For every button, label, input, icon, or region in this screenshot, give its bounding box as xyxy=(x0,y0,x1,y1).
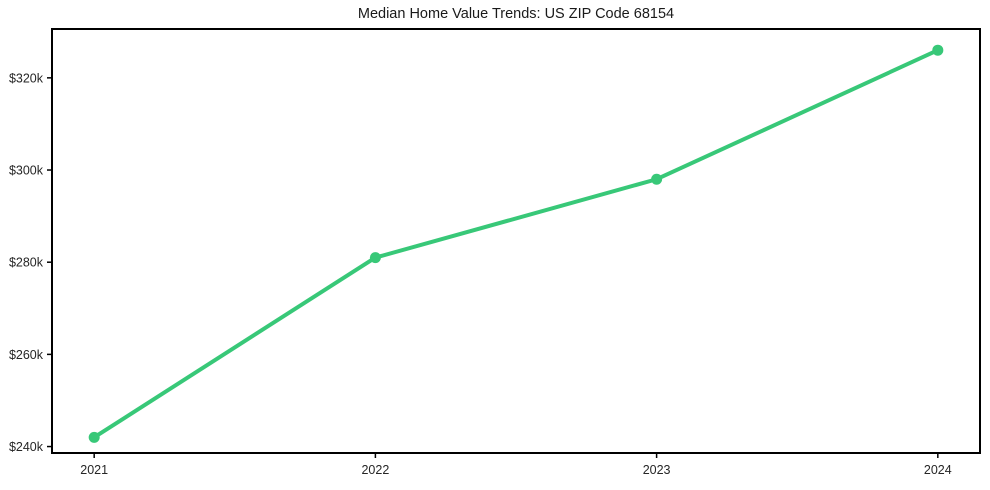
x-axis-tick-label: 2022 xyxy=(361,463,389,477)
y-axis-tick-label: $280k xyxy=(9,256,44,270)
y-axis-tick-label: $260k xyxy=(9,348,44,362)
y-axis-tick-label: $300k xyxy=(9,164,44,178)
trend-line xyxy=(92,48,940,440)
x-axis-tick-label: 2023 xyxy=(643,463,671,477)
data-point-marker xyxy=(88,431,100,443)
data-point-marker xyxy=(651,173,663,185)
x-axis-tick-label: 2024 xyxy=(924,463,952,477)
data-point-marker xyxy=(369,252,381,264)
y-axis-tick-label: $240k xyxy=(9,440,44,454)
chart-title: Median Home Value Trends: US ZIP Code 68… xyxy=(357,6,675,22)
data-point-marker xyxy=(932,44,944,56)
y-axis-tick-label: $320k xyxy=(9,71,44,85)
x-axis-tick-label: 2021 xyxy=(80,463,108,477)
